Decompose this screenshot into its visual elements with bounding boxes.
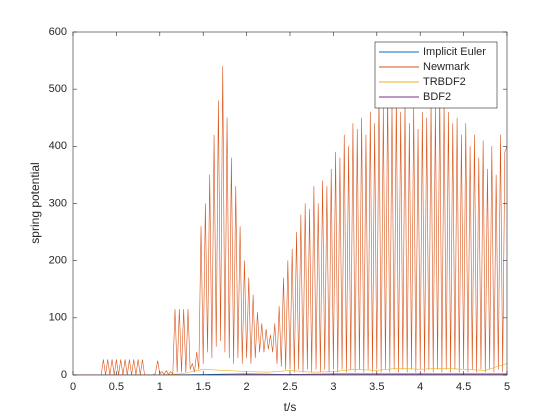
legend: Implicit Euler Newmark TRBDF2 BDF2 [374,41,498,109]
x-tick-label: 2.5 [282,381,297,393]
y-tick-label: 600 [49,26,67,38]
legend-label: Newmark [423,61,470,73]
y-axis-label: spring potential [28,162,42,243]
x-tick-label: 4.5 [456,381,471,393]
x-tick-label: 5 [504,381,510,393]
x-tick-label: 1 [157,381,163,393]
y-tick-label: 400 [49,140,67,152]
x-tick-label: 0 [70,381,76,393]
x-tick-label: 3 [330,381,336,393]
x-tick-label: 4 [417,381,423,393]
x-tick-label: 1.5 [196,381,211,393]
x-axis-label: t/s [284,400,297,414]
y-tick-label: 100 [49,312,67,324]
y-tick-label: 200 [49,255,67,267]
legend-label: BDF2 [423,91,451,103]
y-tick-label: 300 [49,197,67,209]
y-tick-label: 0 [61,369,67,381]
ticks: 0 0.5 1 1.5 2 2.5 3 3.5 4 4.5 5 0 100 200 300 400 500 600 [49,26,510,393]
legend-label: Implicit Euler [423,46,486,58]
y-tick-label: 500 [49,83,67,95]
series-line [73,363,507,375]
x-tick-label: 2 [244,381,250,393]
legend-label: TRBDF2 [423,76,466,88]
series-line [73,66,507,375]
x-tick-label: 0.5 [109,381,124,393]
x-tick-label: 3.5 [369,381,384,393]
